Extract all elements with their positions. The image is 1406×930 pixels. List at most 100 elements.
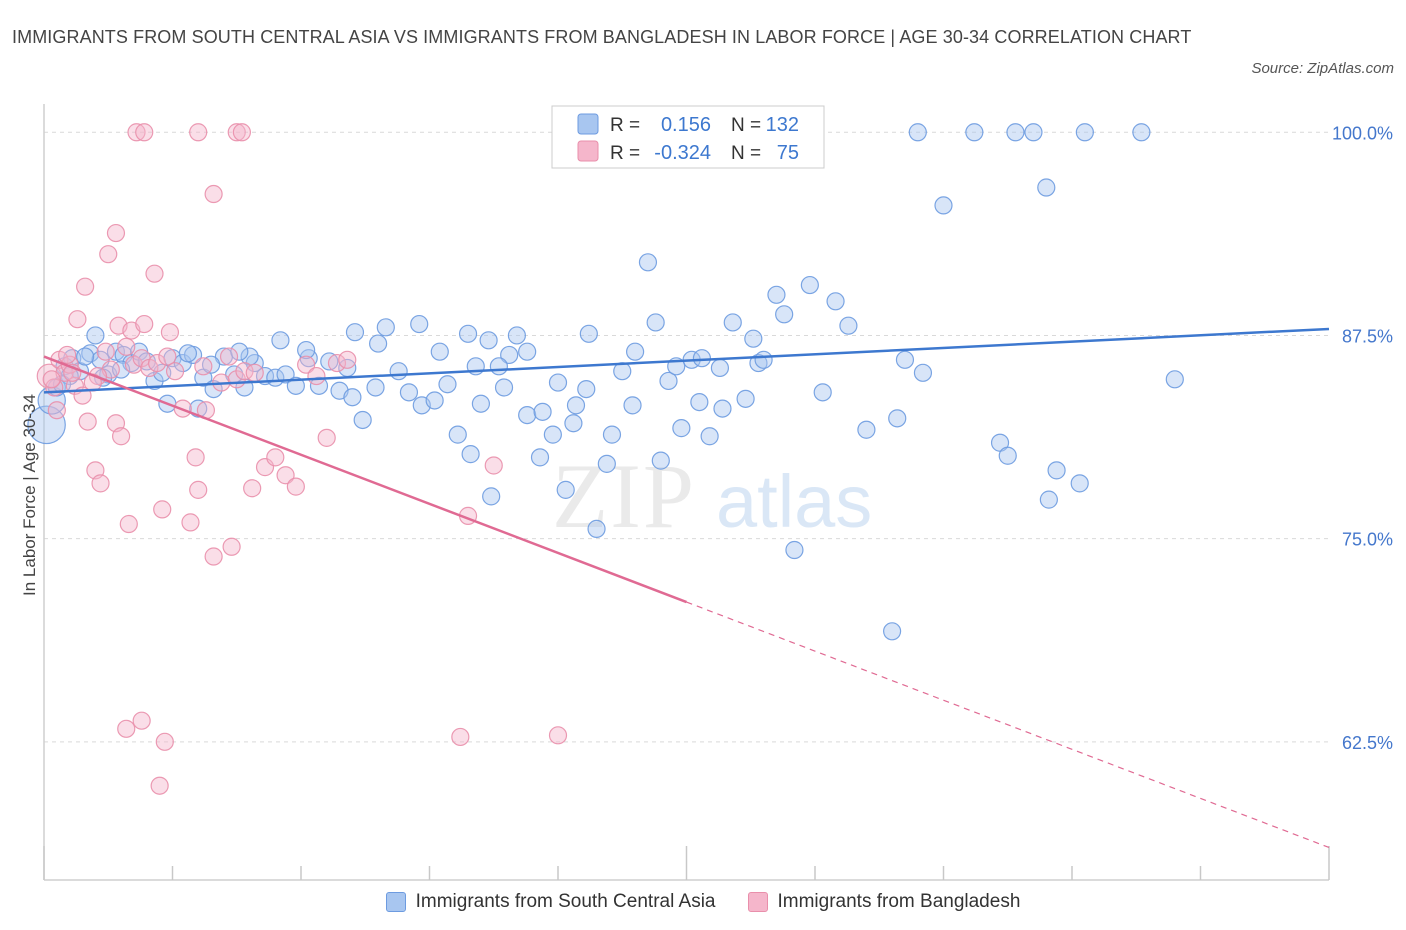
data-point — [155, 732, 174, 751]
data-point — [307, 366, 326, 386]
data-point — [106, 223, 126, 243]
data-point — [189, 123, 208, 142]
series-bangladesh — [36, 123, 568, 795]
data-point — [518, 405, 537, 425]
data-point — [338, 350, 357, 369]
data-point — [882, 622, 902, 641]
data-point — [566, 396, 586, 415]
data-point — [998, 446, 1017, 465]
stats-legend-n-label-blue: N = — [731, 115, 761, 136]
series-south-central-asia — [27, 123, 1184, 641]
data-point — [479, 331, 498, 350]
legend-item-bangladesh[interactable]: Immigrants from Bangladesh — [747, 891, 1021, 913]
data-point — [410, 314, 429, 334]
stats-legend-n-value-blue: 132 — [766, 114, 799, 136]
data-point — [1006, 123, 1025, 142]
data-point — [160, 323, 180, 342]
data-point — [908, 123, 927, 142]
data-point — [556, 480, 575, 499]
data-point — [710, 358, 730, 378]
data-point — [530, 448, 550, 467]
data-point — [194, 357, 213, 376]
data-point — [700, 427, 719, 446]
stats-legend-r-label-pink: R = — [610, 143, 640, 164]
data-point — [1132, 123, 1151, 142]
data-point — [888, 409, 907, 428]
legend-item-south-central-asia[interactable]: Immigrants from South Central Asia — [385, 891, 716, 913]
data-point — [135, 314, 154, 334]
data-point — [399, 383, 419, 402]
data-point — [227, 123, 246, 142]
data-point — [230, 342, 249, 361]
data-point — [736, 389, 755, 408]
trend-line-bangladesh — [43, 355, 687, 604]
data-point — [913, 363, 933, 382]
data-point — [389, 362, 408, 381]
data-point — [489, 357, 508, 376]
data-point — [297, 340, 316, 360]
data-point — [178, 344, 198, 363]
legend-label-south-central-asia: Immigrants from South Central Asia — [415, 891, 716, 912]
data-point — [366, 378, 385, 397]
data-point — [266, 448, 285, 467]
data-point — [1037, 178, 1056, 197]
data-point — [117, 337, 136, 356]
stats-legend: R = 0.156 N = 132 R = -0.324 N = 75 — [551, 105, 825, 169]
data-point — [78, 412, 97, 431]
bottom-legend: Immigrants from South Central Asia Immig… — [0, 888, 1406, 916]
data-point — [245, 363, 264, 382]
data-point — [276, 365, 295, 384]
data-point — [518, 342, 537, 361]
data-point — [189, 480, 208, 499]
legend-label-bangladesh: Immigrants from Bangladesh — [777, 891, 1021, 912]
data-point — [623, 396, 642, 415]
data-point — [425, 391, 444, 410]
data-point — [451, 727, 470, 747]
stats-legend-r-value-blue: 0.156 — [661, 114, 711, 136]
data-point — [754, 350, 773, 369]
tick-labels: 100.0%87.5%75.0%62.5%0.0%50.0% — [1332, 123, 1393, 753]
data-point — [659, 371, 678, 391]
watermark-zip: ZIP — [552, 445, 696, 547]
data-point — [243, 479, 262, 498]
legend-swatch-blue — [385, 892, 406, 912]
data-point — [327, 353, 347, 373]
data-point — [646, 313, 665, 332]
data-point — [99, 245, 118, 264]
data-point — [1039, 490, 1058, 509]
data-point — [744, 329, 763, 348]
stats-legend-r-label-blue: R = — [610, 115, 640, 136]
data-point — [430, 342, 449, 361]
data-point — [127, 123, 146, 142]
data-point — [775, 305, 794, 324]
stats-legend-swatch-blue — [577, 113, 599, 135]
data-point — [353, 410, 372, 430]
y-axis-label: In Labor Force | Age 30-34 — [20, 394, 39, 596]
data-point — [461, 445, 480, 464]
data-point — [564, 414, 583, 433]
data-point — [713, 399, 732, 418]
data-point — [232, 123, 251, 142]
data-point — [219, 347, 239, 366]
data-point — [543, 425, 562, 444]
data-point — [785, 540, 804, 560]
data-point — [320, 352, 339, 371]
data-point — [117, 719, 136, 738]
data-point — [91, 474, 110, 493]
stats-legend-r-value-pink: -0.324 — [654, 142, 711, 164]
data-point — [484, 456, 503, 475]
data-point — [181, 513, 200, 532]
watermark: ZIP atlas — [552, 445, 872, 547]
data-point — [345, 323, 365, 342]
data-point — [1165, 370, 1184, 389]
data-point — [800, 275, 819, 295]
data-point — [158, 347, 177, 366]
data-point — [507, 326, 526, 345]
data-point — [494, 378, 514, 397]
data-point — [132, 711, 151, 730]
data-point — [86, 326, 105, 345]
data-point — [482, 487, 501, 506]
data-point — [37, 386, 66, 415]
data-point — [625, 342, 645, 361]
data-point — [813, 383, 832, 402]
